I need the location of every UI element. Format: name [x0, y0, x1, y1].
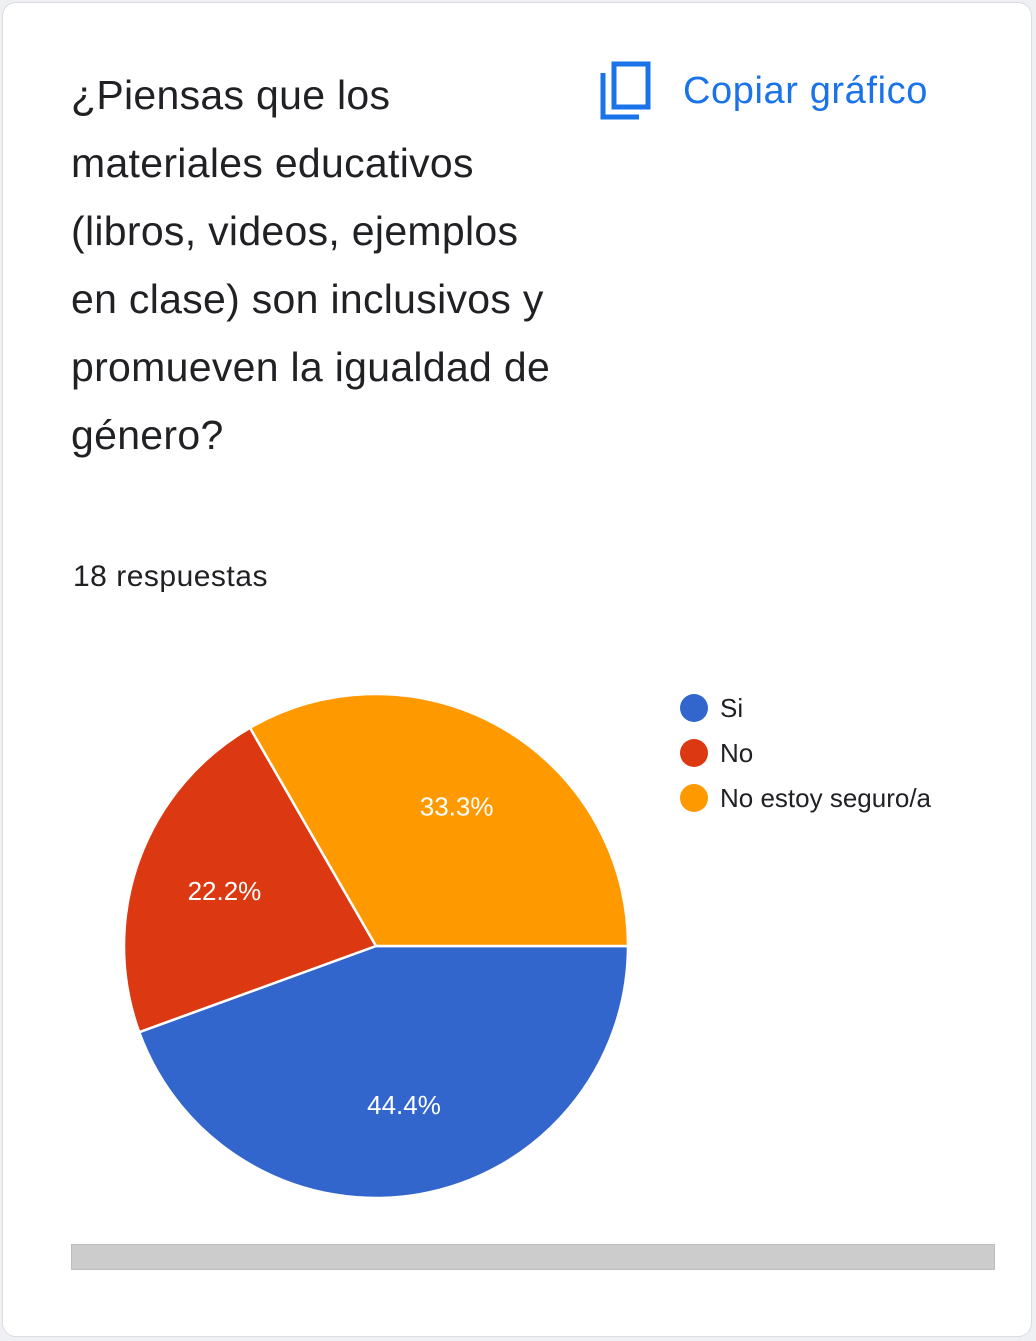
- legend-swatch: [680, 694, 708, 722]
- legend-item[interactable]: No: [680, 738, 753, 768]
- legend-label: Si: [720, 693, 743, 723]
- slice-label: 44.4%: [367, 1090, 441, 1120]
- question-title: ¿Piensas que los materiales educativos (…: [71, 72, 551, 458]
- chart-legend: Si No No estoy seguro/a: [680, 693, 932, 813]
- slice-label: 22.2%: [188, 876, 262, 906]
- copy-chart-button[interactable]: Copiar gráfico: [599, 59, 928, 123]
- pie-chart: 44.4% 22.2% 33.3% Si No No estoy seguro/a: [122, 692, 932, 1200]
- pie-slices: [122, 692, 630, 1200]
- legend-label: No estoy seguro/a: [720, 783, 932, 813]
- pie-slice-no-estoy-seguro-a[interactable]: [248, 692, 630, 948]
- horizontal-scrollbar[interactable]: [71, 1244, 995, 1270]
- legend-item[interactable]: No estoy seguro/a: [680, 783, 932, 813]
- copy-chart-label: Copiar gráfico: [683, 69, 928, 112]
- pie-slice-labels: 44.4% 22.2% 33.3%: [188, 791, 494, 1120]
- copy-icon: [599, 59, 655, 123]
- legend-label: No: [720, 738, 753, 768]
- legend-swatch: [680, 784, 708, 812]
- slice-label: 33.3%: [420, 791, 494, 821]
- pie-slice-si[interactable]: [137, 944, 630, 1200]
- pie-slice-no[interactable]: [122, 726, 378, 1034]
- legend-item[interactable]: Si: [680, 693, 743, 723]
- response-count: 18 respuestas: [73, 560, 268, 593]
- legend-swatch: [680, 739, 708, 767]
